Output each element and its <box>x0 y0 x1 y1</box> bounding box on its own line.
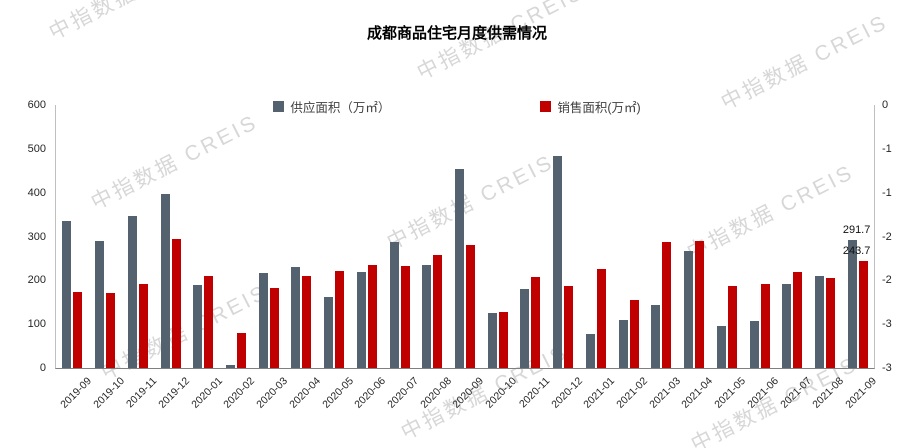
bar-sales <box>73 291 83 368</box>
bar-sales <box>269 288 279 368</box>
bar-supply <box>585 333 595 368</box>
y-axis-label-left: 200 <box>27 274 46 287</box>
x-axis-label: 2020-12 <box>548 375 585 411</box>
bar-supply <box>684 250 693 368</box>
bar-sales <box>367 265 377 368</box>
y-axis-label-left: 400 <box>27 186 46 199</box>
bar-supply <box>553 156 563 368</box>
chart-title: 成都商品住宅月度供需情况 <box>366 25 547 42</box>
bar-sales <box>695 240 704 368</box>
y-axis-label-right: -3 <box>882 318 892 331</box>
bar-supply <box>127 215 137 368</box>
bar-supply <box>95 240 105 368</box>
x-axis-label: 2019-09 <box>58 375 94 411</box>
y-axis-label-right: -1 <box>882 142 892 155</box>
y-axis-label-left: 500 <box>27 142 46 155</box>
bar-supply <box>389 241 399 368</box>
y-axis-label-left: 100 <box>27 318 46 331</box>
bar-supply <box>814 276 824 368</box>
bar-sales <box>400 266 410 368</box>
bar-supply <box>193 284 203 368</box>
bar-sales <box>106 293 116 368</box>
legend-swatch-sales-icon <box>540 101 552 112</box>
bar-sales <box>564 285 574 368</box>
bar-supply <box>716 325 726 368</box>
bar-supply <box>487 313 497 368</box>
bar-supply <box>847 240 857 368</box>
bar-supply <box>651 305 661 368</box>
bar-supply <box>749 320 759 368</box>
x-axis-label: 2021-03 <box>647 375 683 411</box>
bar-supply <box>782 283 792 368</box>
bar-supply <box>618 319 628 368</box>
bar-sales <box>531 276 541 368</box>
bar-sales <box>204 276 214 368</box>
bar-supply <box>422 265 432 368</box>
y-axis-label-right: -1 <box>882 186 892 199</box>
watermark: 中指数据 CREIS <box>413 0 588 85</box>
y-axis-label-left: 0 <box>39 362 46 374</box>
bar-supply <box>455 168 464 368</box>
x-axis-label: 2020-01 <box>188 375 225 411</box>
y-axis-label-left: 300 <box>27 230 46 243</box>
x-axis-label: 2020-06 <box>352 375 389 411</box>
bar-sales <box>727 285 737 368</box>
bar-supply <box>520 289 530 368</box>
bar-supply <box>356 271 366 368</box>
legend: 供应面积（万㎡） 销售面积(万㎡) <box>0 97 914 116</box>
x-axis-label: 2020-02 <box>221 375 258 411</box>
plot-area <box>55 105 875 369</box>
bar-supply <box>258 273 268 368</box>
bar-sales <box>335 271 345 368</box>
x-axis-label: 2021-02 <box>614 375 651 411</box>
x-axis-label: 2020-05 <box>319 375 356 411</box>
y-axis-label-right: -2 <box>882 230 892 243</box>
y-axis-label-right: -3 <box>882 362 892 374</box>
x-axis-label: 2020-04 <box>287 375 323 411</box>
bar-sales <box>760 283 770 368</box>
y-axis-label-right: -2 <box>882 274 892 287</box>
bar-sales <box>629 300 639 368</box>
x-axis-label: 2020-07 <box>385 375 422 411</box>
bar-sales <box>793 272 803 368</box>
bar-sales <box>498 311 508 368</box>
bar-sales <box>466 244 475 368</box>
x-axis-label: 2021-04 <box>679 375 716 411</box>
bar-sales <box>596 269 606 368</box>
bar-sales <box>825 278 835 368</box>
bar-sales <box>171 238 181 368</box>
bar-sales <box>138 283 148 368</box>
bar-sales <box>858 261 868 368</box>
x-axis-label: 2020-03 <box>254 375 291 411</box>
x-axis-label: 2019-12 <box>156 375 192 411</box>
legend-item-supply: 供应面积（万㎡） <box>273 97 390 116</box>
bar-supply <box>160 193 170 368</box>
bar-sales <box>237 332 246 368</box>
bar-sales <box>302 276 312 368</box>
legend-label-supply: 供应面积（万㎡） <box>290 101 391 115</box>
bar-sales <box>433 255 443 368</box>
x-axis-label: 2021-01 <box>581 375 618 411</box>
legend-item-sales: 销售面积(万㎡) <box>540 97 641 116</box>
legend-swatch-supply-icon <box>273 101 285 112</box>
bar-supply <box>291 267 301 368</box>
legend-label-sales: 销售面积(万㎡) <box>557 101 641 115</box>
bar-supply <box>324 297 334 368</box>
bar-supply <box>62 221 72 368</box>
bar-supply <box>226 364 235 368</box>
bar-sales <box>662 242 672 368</box>
x-axis-label: 2019-11 <box>124 375 160 411</box>
